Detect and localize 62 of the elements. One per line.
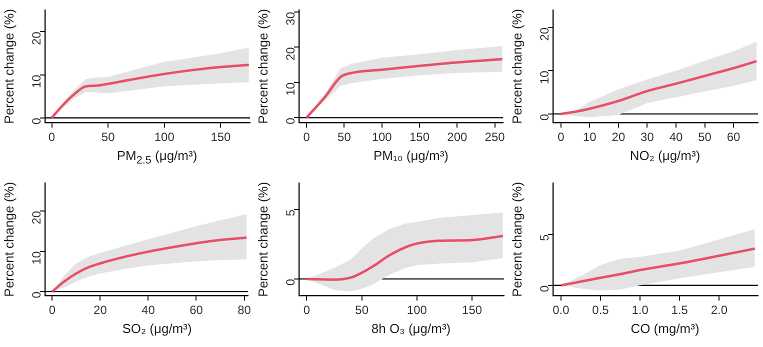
y-tick-label: 5: [283, 209, 298, 216]
x-tick-label: 20: [94, 303, 108, 318]
y-axis-title: Percent change (%): [1, 182, 16, 297]
y-tick-label: 0: [29, 291, 44, 298]
x-axis-title: CO (mg/m³): [630, 321, 700, 336]
y-axis-title: Percent change (%): [509, 8, 524, 124]
x-tick-label: 50: [355, 303, 369, 318]
x-axis-title: PM₁₀ (μg/m³): [372, 148, 450, 163]
x-tick-label: 60: [190, 303, 204, 318]
x-tick-label: 0.0: [552, 303, 570, 318]
y-tick-label: 0: [283, 117, 298, 124]
x-tick-label: 2.0: [710, 303, 728, 318]
y-axis-title: Percent change (%): [255, 8, 270, 124]
x-axis-title: SO₂ (μg/m³): [121, 321, 193, 336]
x-axis-title: 8h O₃ (μg/m³): [370, 321, 452, 336]
y-tick-label: 20: [537, 27, 552, 41]
x-axis-title: NO₂ (μg/m³): [628, 148, 702, 163]
x-tick-label: 0.5: [592, 303, 610, 318]
y-tick-label: 10: [283, 82, 298, 96]
x-tick-label: 50: [698, 130, 712, 144]
x-tick-label: 1.0: [632, 303, 649, 318]
y-tick-label: 0: [537, 285, 552, 292]
x-tick-label: 100: [154, 130, 175, 144]
line-series: [305, 234, 504, 281]
x-tick-label: 200: [447, 130, 468, 144]
x-tick-label: 1.5: [671, 303, 688, 318]
x-tick-label: 50: [338, 130, 352, 144]
y-tick-label: 10: [29, 250, 44, 265]
y-tick-label: 0: [29, 118, 44, 125]
x-tick-label: 30: [640, 130, 654, 144]
x-axis-title: PM$_{2.5}$ (μg/m³): [116, 148, 198, 167]
x-tick-label: 150: [210, 130, 232, 144]
y-axis-title: Percent change (%): [1, 8, 16, 124]
x-tick-label: 0: [303, 130, 310, 144]
x-tick-label: 50: [101, 130, 116, 144]
x-tick-label: 40: [142, 303, 156, 318]
y-tick-label: 0: [537, 114, 552, 121]
y-tick-label: 10: [537, 70, 552, 84]
x-tick-label: 150: [462, 303, 482, 318]
line-series: [560, 247, 756, 287]
y-tick-label: 10: [29, 74, 44, 88]
x-tick-label: 250: [484, 130, 506, 144]
x-tick-label: 80: [238, 303, 252, 318]
x-tick-label: 100: [406, 303, 428, 318]
y-tick-label: 20: [29, 210, 44, 224]
y-tick-label: 20: [283, 46, 298, 61]
x-tick-label: 0: [48, 303, 56, 318]
y-tick-label: 20: [29, 31, 44, 46]
y-axis-title: Percent change (%): [509, 182, 524, 297]
x-tick-label: 20: [612, 130, 626, 144]
y-tick-label: 5: [537, 234, 552, 241]
y-axis-title: Percent change (%): [255, 182, 270, 297]
x-tick-label: 0: [48, 130, 56, 144]
x-tick-label: 150: [409, 130, 430, 144]
y-tick-label: 30: [283, 12, 298, 26]
x-tick-label: 10: [583, 130, 597, 144]
x-tick-label: 60: [726, 130, 741, 144]
y-tick-label: 0: [283, 278, 298, 286]
x-tick-label: 0: [558, 130, 565, 144]
x-tick-label: 40: [669, 130, 683, 144]
x-tick-label: 100: [372, 130, 392, 144]
x-tick-label: 0: [303, 303, 310, 318]
